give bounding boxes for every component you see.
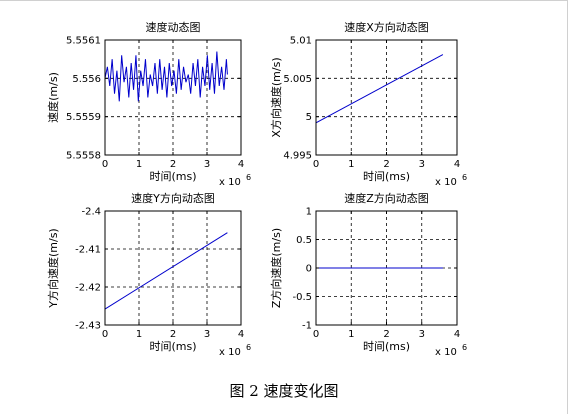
y-tick-label: 0.5 — [296, 235, 312, 246]
x-tick-label: 3 — [419, 159, 425, 170]
chart-title: 速度X方向动态图 — [344, 20, 429, 34]
chart-title: 速度动态图 — [146, 20, 201, 34]
y-tick-label: 5 — [306, 112, 312, 123]
x-tick-label: 3 — [204, 159, 210, 170]
y-axis-label: Z方向速度(m/s) — [269, 228, 283, 308]
y-tick-label: 4.995 — [283, 151, 312, 162]
y-tick-label: 5.5558 — [66, 151, 101, 162]
x-exponent-label: x 10 — [219, 177, 241, 188]
x-tick-label: 2 — [170, 329, 176, 340]
data-series-line — [104, 232, 228, 310]
x-tick-label: 2 — [170, 159, 176, 170]
x-tick-label: 1 — [348, 329, 354, 340]
y-tick-label: -2.41 — [75, 245, 101, 256]
x-exponent-power: 6 — [246, 173, 251, 182]
y-tick-label: 5.5559 — [66, 112, 101, 123]
x-exponent-label: x 10 — [435, 347, 457, 358]
x-tick-label: 1 — [348, 159, 354, 170]
x-exponent-label: x 10 — [219, 347, 241, 358]
y-axis-label: Y方向速度(m/s) — [46, 228, 60, 308]
x-exponent-power: 6 — [462, 173, 467, 182]
x-tick-label: 0 — [313, 329, 319, 340]
x-tick-label: 3 — [204, 329, 210, 340]
x-axis-label: 时间(ms) — [363, 170, 410, 183]
y-tick-label: 5.005 — [283, 74, 312, 85]
y-tick-label: 5.5561 — [66, 36, 101, 47]
y-tick-label: 5.556 — [72, 74, 101, 85]
x-exponent-label: x 10 — [435, 177, 457, 188]
x-axis-label: 时间(ms) — [149, 170, 196, 183]
data-series-line — [315, 54, 444, 124]
x-axis-label: 时间(ms) — [363, 340, 410, 353]
y-tick-label: -1 — [302, 321, 312, 332]
x-tick-label: 2 — [383, 159, 389, 170]
chart-title: 速度Z方向动态图 — [344, 191, 429, 205]
y-tick-label: -2.42 — [75, 283, 101, 294]
x-exponent-power: 6 — [462, 343, 467, 352]
x-tick-label: 4 — [238, 159, 244, 170]
x-tick-label: 4 — [238, 329, 244, 340]
y-tick-label: -0.5 — [292, 292, 312, 303]
x-tick-label: 1 — [136, 159, 142, 170]
x-tick-label: 0 — [313, 159, 319, 170]
y-tick-label: 1 — [306, 207, 312, 218]
x-tick-label: 4 — [454, 329, 460, 340]
y-tick-label: -2.4 — [81, 207, 101, 218]
x-axis-label: 时间(ms) — [149, 340, 196, 353]
data-series-line — [104, 51, 228, 102]
figure-caption: 图 2 速度变化图 — [229, 382, 339, 400]
chart-title: 速度Y方向动态图 — [131, 191, 215, 205]
y-tick-label: 5.01 — [290, 36, 312, 47]
x-tick-label: 0 — [102, 159, 108, 170]
x-tick-label: 2 — [383, 329, 389, 340]
y-axis-label: 速度(m/s) — [46, 72, 60, 123]
y-tick-label: 0 — [306, 264, 312, 275]
x-tick-label: 4 — [454, 159, 460, 170]
x-tick-label: 1 — [136, 329, 142, 340]
y-axis-label: X方向速度(m/s) — [269, 57, 283, 137]
x-exponent-power: 6 — [246, 343, 251, 352]
y-tick-label: -2.43 — [75, 321, 101, 332]
x-tick-label: 3 — [419, 329, 425, 340]
x-tick-label: 0 — [102, 329, 108, 340]
